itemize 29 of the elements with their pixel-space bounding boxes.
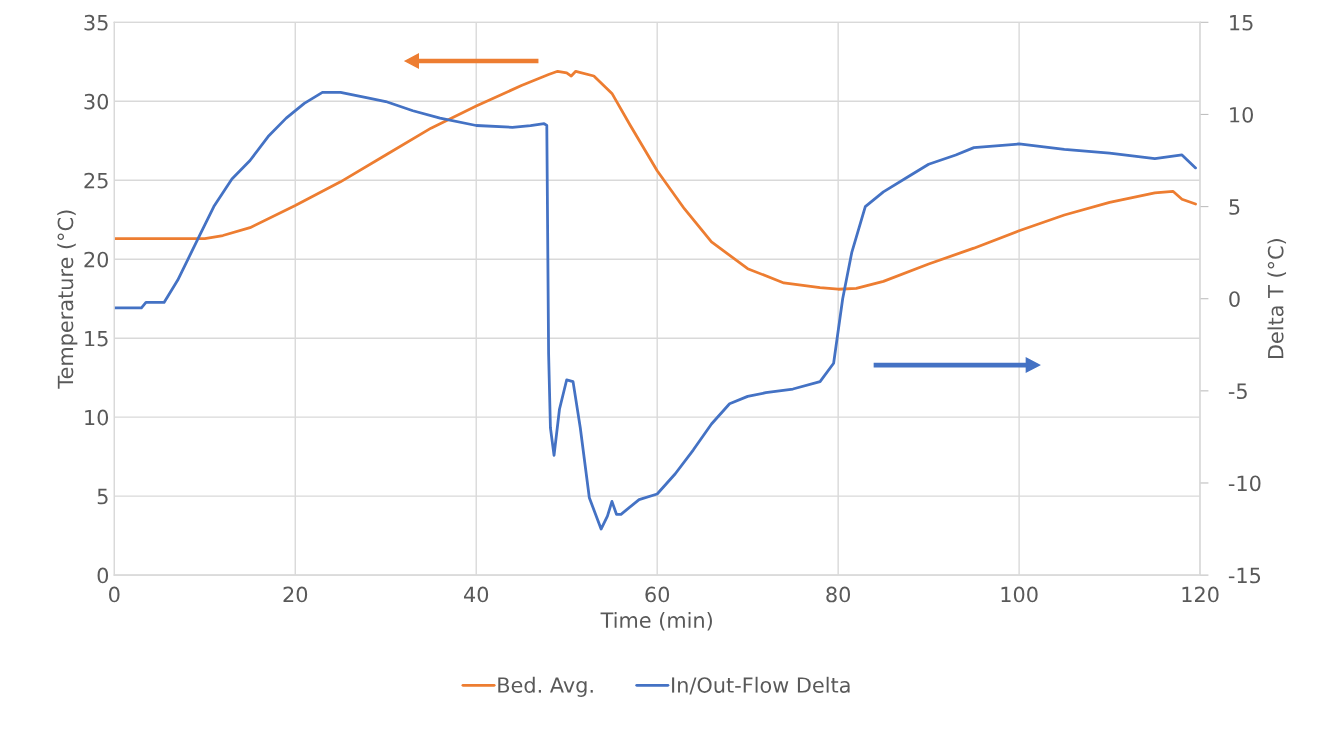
x-axis-title: Time (min) (600, 611, 712, 631)
y-tick-label: 30 (84, 93, 109, 110)
y-tick-label: 20 (84, 251, 109, 268)
y2-axis-title: Delta T (°C) (1267, 239, 1287, 359)
y2-tick-label: 15 (1230, 15, 1253, 31)
legend-label: Bed. Avg. (498, 676, 593, 697)
x-tick-label: 60 (645, 586, 670, 603)
y-tick-label: 0 (97, 567, 109, 584)
line-series (114, 69, 1197, 291)
x-tick-label: 20 (283, 586, 308, 603)
line-series (114, 90, 1197, 531)
y2-tick-label: 10 (1230, 106, 1253, 123)
y-tick-label: 35 (84, 14, 108, 31)
x-tick-label: 0 (109, 586, 120, 603)
x-tick-label: 120 (1182, 586, 1219, 603)
y2-tick-label: -15 (1228, 567, 1261, 584)
x-tick-label: 100 (1001, 586, 1038, 603)
y-axis-title: Temperature (°C) (57, 210, 78, 389)
y-tick-label: 10 (85, 409, 109, 426)
x-tick-label: 40 (463, 586, 489, 603)
legend-label: In/Out-Flow Delta (672, 676, 850, 695)
y2-tick-label: -5 (1228, 383, 1247, 400)
y2-tick-label: 5 (1229, 199, 1240, 215)
x-tick-label: 80 (826, 586, 851, 603)
y-tick-label: 15 (85, 330, 108, 347)
y-tick-label: 25 (84, 172, 108, 189)
y-tick-label: 5 (97, 488, 108, 505)
y2-tick-label: -10 (1228, 475, 1261, 492)
y2-tick-label: 0 (1229, 291, 1240, 307)
